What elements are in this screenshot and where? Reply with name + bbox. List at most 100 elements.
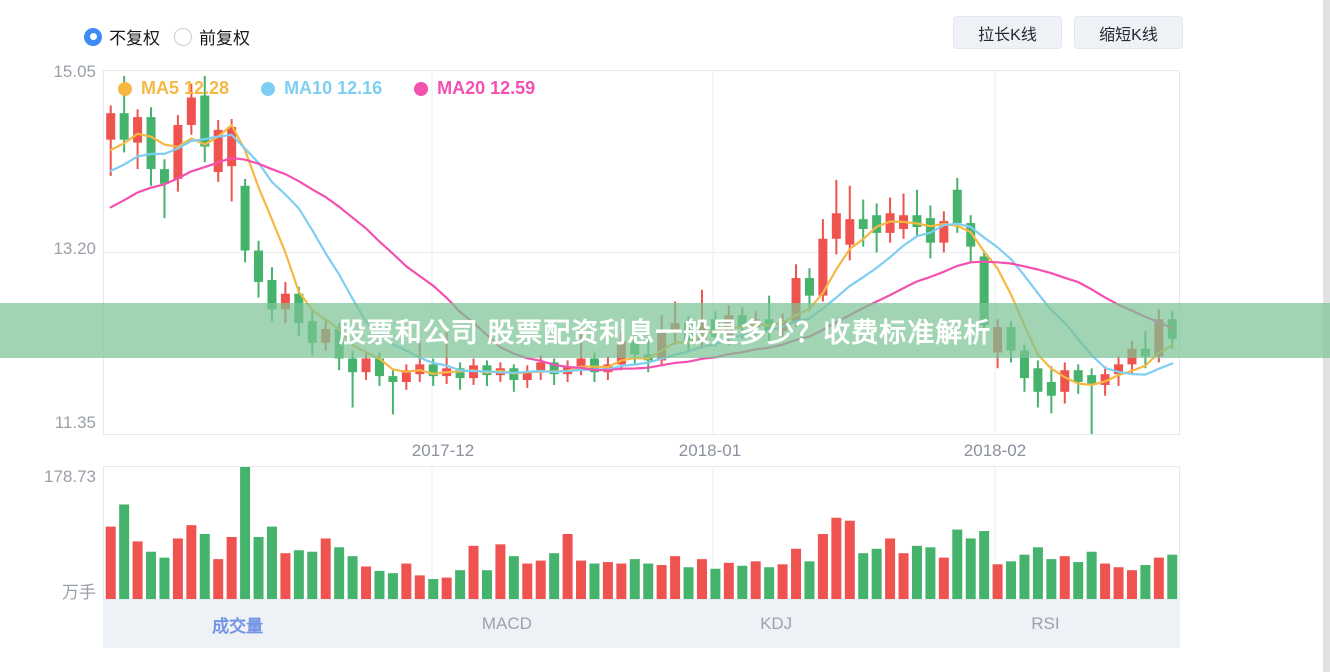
- candle-body: [1114, 364, 1124, 375]
- shrink-kline-button[interactable]: 缩短K线: [1074, 16, 1183, 49]
- candle-body: [872, 215, 882, 233]
- candlestick: [791, 264, 801, 328]
- volume-bar: [495, 544, 506, 599]
- tab-rsi[interactable]: RSI: [1031, 614, 1060, 633]
- candlestick: [818, 219, 828, 302]
- candlestick: [267, 267, 277, 322]
- candle-body: [818, 238, 828, 296]
- candle-body: [1087, 375, 1097, 385]
- candle-body: [858, 219, 868, 229]
- candle-body: [374, 358, 384, 377]
- volume-bar: [481, 570, 492, 599]
- volume-bar: [965, 538, 976, 599]
- candlestick: [858, 199, 868, 247]
- candlestick: [845, 185, 855, 261]
- radio-forward-adjustment[interactable]: 前复权: [174, 24, 250, 49]
- candlestick: [173, 115, 183, 192]
- volume-bar: [602, 562, 613, 599]
- volume-bar: [240, 467, 251, 599]
- candle-body: [925, 218, 935, 243]
- volume-bar: [1032, 547, 1043, 599]
- candle-body: [939, 221, 949, 243]
- volume-bar: [159, 557, 170, 599]
- candlestick: [536, 355, 546, 381]
- candlestick: [186, 83, 196, 135]
- price-tick-min: 11.35: [54, 413, 96, 432]
- candlestick: [522, 365, 532, 388]
- volume-bar: [764, 567, 775, 599]
- candle-body: [240, 185, 250, 251]
- candlestick: [106, 105, 116, 176]
- candle-body: [1019, 350, 1029, 379]
- volume-bar: [925, 547, 936, 599]
- price-tick-mid: 13.20: [53, 239, 96, 258]
- radio-unselected-icon: [174, 27, 192, 46]
- candle-body: [831, 213, 841, 239]
- volume-bar: [549, 553, 560, 599]
- volume-bar: [683, 567, 694, 599]
- candlestick-chart-panel[interactable]: MA5 12.28 MA10 12.16 MA20 12.59: [103, 70, 1180, 435]
- candle-body: [280, 293, 290, 310]
- volume-bar: [1059, 556, 1070, 599]
- price-tick-max: 15.05: [53, 62, 96, 81]
- volume-bar: [307, 551, 318, 599]
- volume-bar: [199, 534, 210, 599]
- tab-macd[interactable]: MACD: [481, 614, 532, 633]
- volume-bar: [696, 559, 707, 599]
- volume-bar: [831, 517, 842, 599]
- candlestick: [200, 75, 210, 163]
- volume-bar: [885, 538, 896, 599]
- volume-bar: [992, 564, 1003, 599]
- candle-body: [455, 368, 465, 379]
- volume-bar: [428, 579, 439, 599]
- stretch-kline-button[interactable]: 拉长K线: [953, 16, 1062, 49]
- candlestick: [1033, 360, 1043, 408]
- candle-body: [200, 95, 210, 147]
- volume-bar: [911, 545, 922, 599]
- volume-bar: [723, 562, 734, 599]
- tab-kdj[interactable]: KDJ: [760, 614, 793, 633]
- volume-tick-max: 178.73: [44, 467, 96, 486]
- candle-body: [1046, 382, 1056, 396]
- candle-body: [146, 117, 156, 170]
- indicator-tab-bar: 成交量 MACD KDJ RSI: [103, 600, 1180, 648]
- volume-bar: [172, 538, 183, 599]
- candlestick: [401, 364, 411, 390]
- volume-bar: [1086, 551, 1097, 599]
- volume-bar: [817, 534, 828, 599]
- volume-bar: [791, 548, 802, 599]
- volume-bar: [266, 526, 277, 599]
- volume-chart-panel[interactable]: [103, 466, 1180, 600]
- candlestick: [388, 370, 398, 415]
- candle-wick: [1090, 368, 1093, 434]
- candle-body: [576, 358, 586, 367]
- volume-bar: [441, 577, 452, 599]
- candlestick: [885, 197, 895, 243]
- volume-bar: [105, 526, 116, 599]
- radio-no-adjustment[interactable]: 不复权: [84, 24, 160, 49]
- candlestick: [159, 159, 169, 219]
- radio-label: 不复权: [109, 29, 160, 48]
- volume-bar: [522, 563, 533, 599]
- candlestick-chart[interactable]: [104, 71, 1179, 434]
- candlestick: [1060, 362, 1070, 404]
- volume-bars-layer: [105, 467, 1178, 599]
- volume-chart[interactable]: [104, 467, 1179, 599]
- candle-body: [804, 278, 814, 296]
- candle-body: [979, 256, 989, 326]
- candlestick: [240, 178, 250, 263]
- overlay-ad-banner: 股票和公司 股票配资利息一般是多少？收费标准解析: [0, 303, 1330, 358]
- candle-body: [227, 126, 237, 167]
- volume-bar: [1100, 563, 1111, 599]
- volume-bar: [146, 551, 157, 599]
- tab-volume[interactable]: 成交量: [212, 616, 264, 636]
- volume-bar: [361, 566, 372, 599]
- candle-body: [966, 223, 976, 247]
- candle-body: [1033, 368, 1043, 392]
- ma-legend: MA5 12.28 MA10 12.16 MA20 12.59: [118, 78, 535, 99]
- volume-bar: [119, 504, 130, 599]
- candlestick: [939, 211, 949, 253]
- volume-bar: [1153, 557, 1164, 599]
- volume-bar: [401, 563, 412, 599]
- candle-wick: [418, 340, 421, 383]
